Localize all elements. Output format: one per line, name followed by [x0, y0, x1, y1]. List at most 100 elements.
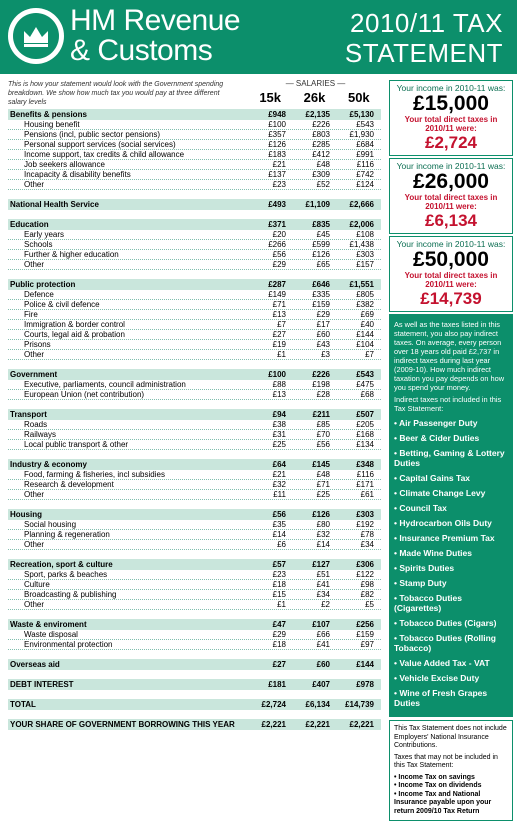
category-row: Industry & economy £64 £145 £348	[8, 459, 381, 470]
row-value: £60	[316, 330, 330, 339]
row-value: £41	[316, 580, 330, 589]
row-label: Other	[24, 600, 45, 609]
spending-breakdown: This is how your statement would look wi…	[8, 79, 381, 730]
row-value: £126	[268, 140, 286, 149]
row-label: Transport	[10, 410, 47, 419]
column-header: 26k	[303, 90, 326, 105]
row-value: £5	[365, 600, 374, 609]
category-row: Housing £56 £126 £303	[8, 509, 381, 520]
row-label: Police & civil defence	[24, 300, 100, 309]
row-label: TOTAL	[10, 700, 36, 709]
list-item: • Stamp Duty	[394, 578, 447, 588]
row-label: Sport, parks & beaches	[24, 570, 108, 579]
row-value: £507	[356, 410, 374, 419]
row-value: £742	[356, 170, 374, 179]
row-value: £137	[268, 170, 286, 179]
row-value: £978	[356, 680, 374, 689]
income-amount: £15,000	[413, 92, 489, 115]
row-value: £181	[268, 680, 286, 689]
brand-name: HM Revenue & Customs	[70, 4, 241, 67]
row-label: Schools	[24, 240, 53, 249]
tax-label: Your total direct taxes in 2010/11 were:	[404, 271, 498, 289]
row-value: £43	[316, 340, 330, 349]
row-value: £108	[356, 230, 374, 239]
row-spacer	[8, 360, 381, 369]
income-label: Your income in 2010-11 was:	[396, 161, 506, 171]
row-label: Research & development	[24, 480, 114, 489]
list-item: • Vehicle Excise Duty	[394, 673, 480, 683]
row-label: Social housing	[24, 520, 77, 529]
row-value: £192	[356, 520, 374, 529]
category-row: Education £371 £835 £2,006	[8, 219, 381, 230]
row-value: £56	[272, 510, 286, 519]
list-item: • Income Tax on savings	[394, 773, 475, 781]
row-value: £835	[312, 220, 330, 229]
row-spacer	[8, 500, 381, 509]
income-label: Your income in 2010-11 was:	[396, 83, 506, 93]
row-value: £23	[272, 180, 286, 189]
row-value: £45	[316, 230, 330, 239]
row-value: £126	[312, 510, 330, 519]
crown-crest-icon	[8, 8, 64, 64]
row-value: £5,130	[349, 110, 374, 119]
row-label: European Union (net contribution)	[24, 390, 145, 399]
salary-columns: 15k 26k 50k	[248, 90, 381, 105]
salaries-label: — SALARIES —	[285, 79, 346, 88]
row-label: Immigration & border control	[24, 320, 125, 329]
row-value: £29	[316, 310, 330, 319]
row-value: £65	[316, 260, 330, 269]
row-value: £56	[316, 440, 330, 449]
subcategory-row: Local public transport & other £25 £56 £134	[8, 440, 381, 450]
row-label: Local public transport & other	[24, 440, 129, 449]
row-value: £1,438	[349, 240, 374, 249]
tax-label: Your total direct taxes in 2010/11 were:	[404, 193, 498, 211]
list-item: • Income Tax on dividends	[394, 782, 482, 789]
row-value: £543	[356, 370, 374, 379]
row-label: Planning & regeneration	[24, 530, 110, 539]
row-value: £34	[360, 540, 374, 549]
subcategory-row: Waste disposal £29 £66 £159	[8, 630, 381, 640]
list-item: • Tobacco Duties (Cigarettes)	[394, 593, 462, 613]
subcategory-row: Other £23 £52 £124	[8, 180, 381, 190]
row-value: £2,221	[305, 720, 330, 729]
list-item: • Insurance Premium Tax	[394, 533, 495, 543]
list-item: • Value Added Tax - VAT	[394, 658, 490, 668]
row-value: £28	[316, 390, 330, 399]
row-value: £70	[316, 430, 330, 439]
row-spacer	[8, 650, 381, 659]
subcategory-row: Research & development £32 £71 £171	[8, 480, 381, 490]
category-row: National Health Service £493 £1,109 £2,666	[8, 199, 381, 210]
row-value: £948	[268, 110, 286, 119]
category-row: Government £100 £226 £543	[8, 369, 381, 380]
row-value: £144	[356, 330, 374, 339]
row-value: £684	[356, 140, 374, 149]
row-label: Housing benefit	[24, 120, 80, 129]
row-label: Personal support services (social servic…	[24, 140, 176, 149]
subcategory-row: Executive, parliaments, council administ…	[8, 380, 381, 390]
row-value: £71	[316, 480, 330, 489]
subcategory-row: Schools £266 £599 £1,438	[8, 240, 381, 250]
row-label: Income support, tax credits & child allo…	[24, 150, 185, 159]
list-item: • Air Passenger Duty	[394, 418, 478, 428]
row-label: Recreation, sport & culture	[10, 560, 113, 569]
row-value: £20	[272, 230, 286, 239]
subcategory-row: European Union (net contribution) £13 £28 £…	[8, 390, 381, 400]
row-value: £32	[272, 480, 286, 489]
income-box: Your income in 2010-11 was: £26,000 Your t…	[389, 158, 513, 234]
row-value: £2,666	[349, 200, 374, 209]
row-value: £357	[268, 130, 286, 139]
row-value: £56	[272, 250, 286, 259]
row-value: £66	[316, 630, 330, 639]
row-value: £13	[272, 390, 286, 399]
row-value: £991	[356, 150, 374, 159]
row-label: DEBT INTEREST	[10, 680, 74, 689]
subcategory-row: Other £6 £14 £34	[8, 540, 381, 550]
row-value: £38	[272, 420, 286, 429]
row-value: £285	[312, 140, 330, 149]
list-item: • Betting, Gaming & Lottery Duties	[394, 448, 505, 468]
row-value: £31	[272, 430, 286, 439]
category-row: Waste & enviroment £47 £107 £256	[8, 619, 381, 630]
category-row: DEBT INTEREST £181 £407 £978	[8, 679, 381, 690]
list-item: • Capital Gains Tax	[394, 473, 471, 483]
row-value: £805	[356, 290, 374, 299]
